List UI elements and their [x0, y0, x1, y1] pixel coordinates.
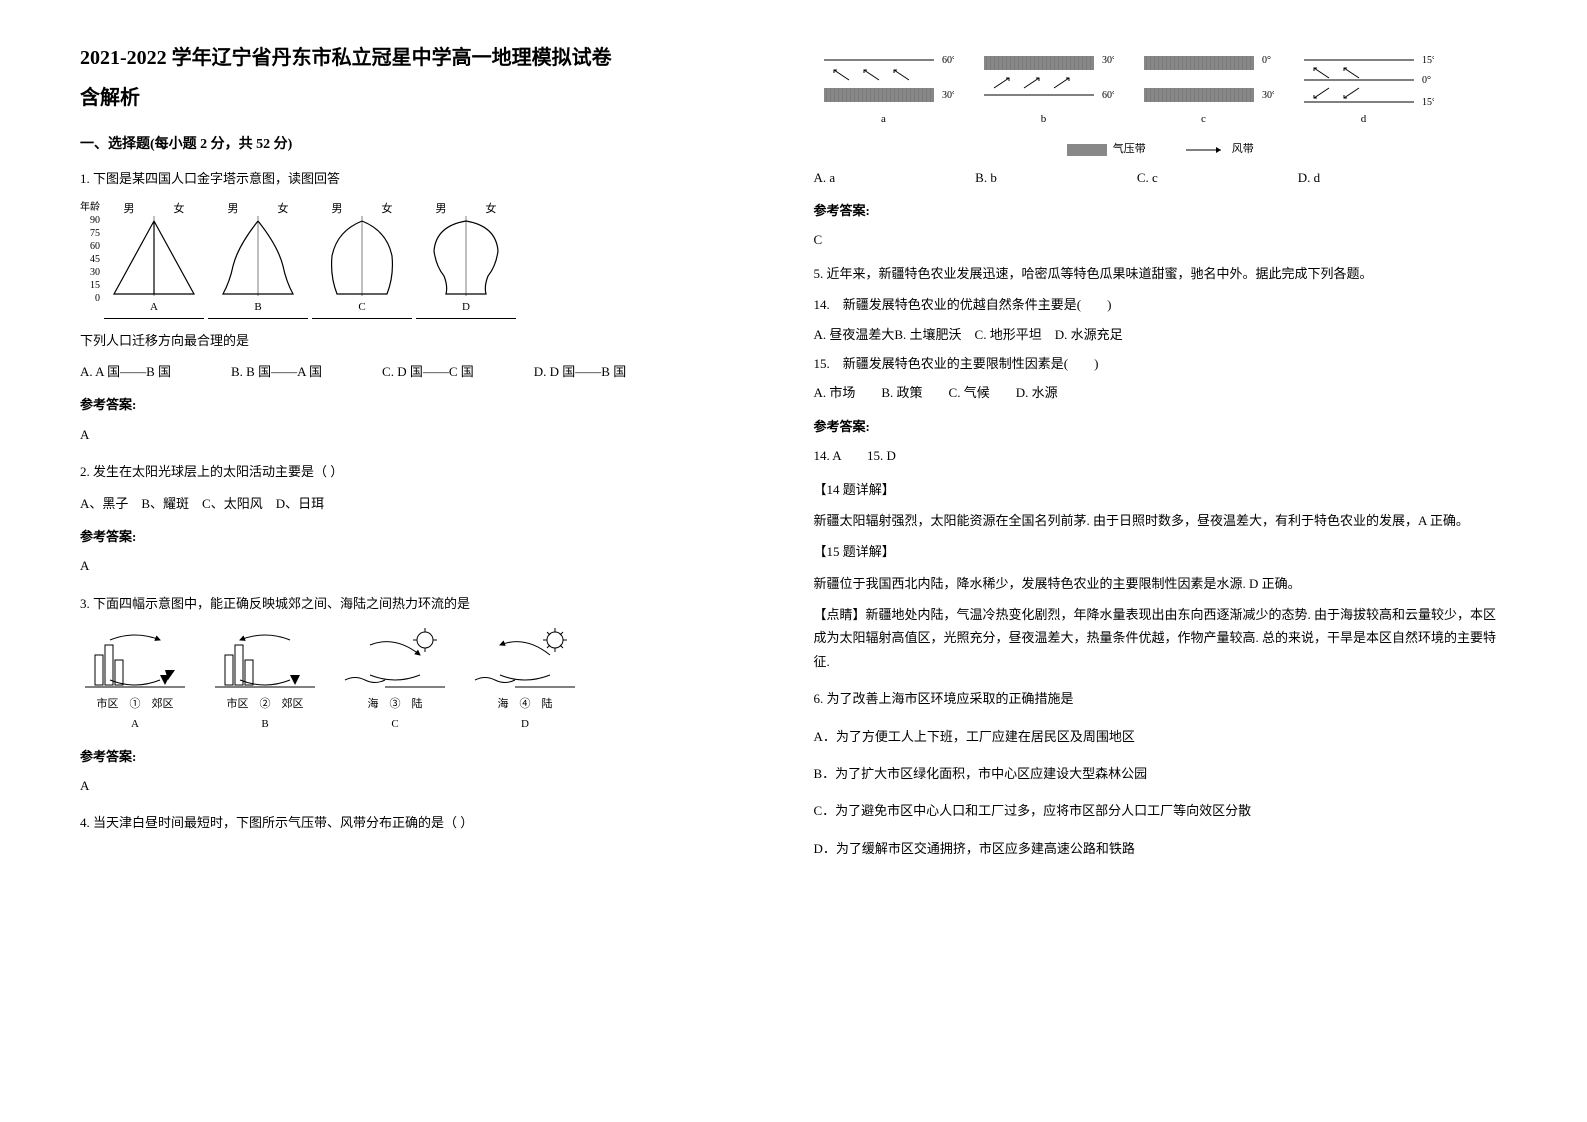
svg-text:15°: 15°	[1422, 97, 1434, 108]
q2-answer-label: 参考答案:	[80, 525, 774, 548]
q4-options: A. a B. b C. c D. d	[814, 166, 1508, 189]
pyramid-a: 男 女 A	[104, 216, 204, 319]
q15-options: A. 市场 B. 政策 C. 气候 D. 水源	[814, 381, 1508, 404]
q1-answer: A	[80, 423, 774, 446]
pyramid-b: 男 女 B	[208, 216, 308, 319]
section1-title: 一、选择题(每小题 2 分，共 52 分)	[80, 132, 774, 157]
pyramid-b-svg	[208, 216, 308, 296]
title-line2: 含解析	[80, 80, 774, 116]
svg-text:15°: 15°	[1422, 55, 1434, 66]
pressure-c: 0° 30° c	[1134, 50, 1274, 130]
legend-pressure: 气压带	[1067, 140, 1146, 160]
thermal-4: 海 ④ 陆 D	[470, 625, 580, 735]
axis-label: 年龄	[80, 201, 100, 214]
pyramid-d-svg	[416, 216, 516, 296]
q5-answer-label: 参考答案:	[814, 415, 1508, 438]
title-line1: 2021-2022 学年辽宁省丹东市私立冠星中学高一地理模拟试卷	[80, 40, 774, 76]
q4-text: 4. 当天津白昼时间最短时，下图所示气压带、风带分布正确的是（ ）	[80, 811, 774, 834]
thermal-2: 市区 ② 郊区 B	[210, 625, 320, 735]
q4-answer-label: 参考答案:	[814, 199, 1508, 222]
question-5: 5. 近年来，新疆特色农业发展迅速，哈密瓜等特色瓜果味道甜蜜，驰名中外。据此完成…	[814, 262, 1508, 673]
q6-text: 6. 为了改善上海市区环境应采取的正确措施是	[814, 687, 1508, 710]
pyramid-a-svg	[104, 216, 204, 296]
pyramid-c: 男 女 C	[312, 216, 412, 319]
pyramid-d: 男 女 D	[416, 216, 516, 319]
expl14-title: 【14 题详解】	[814, 478, 1508, 501]
svg-text:0°: 0°	[1262, 55, 1271, 66]
q1-subtext: 下列人口迁移方向最合理的是	[80, 329, 774, 352]
q14-options: A. 昼夜温差大B. 土壤肥沃 C. 地形平坦 D. 水源充足	[814, 323, 1508, 346]
question-1: 1. 下图是某四国人口金字塔示意图，读图回答 年龄 90 75 60 45 30…	[80, 167, 774, 446]
svg-text:30°: 30°	[942, 90, 954, 101]
q14-text: 14. 新疆发展特色农业的优越自然条件主要是( )	[814, 293, 1508, 316]
svg-text:0°: 0°	[1422, 75, 1431, 86]
q4-legend: 气压带 风带	[814, 140, 1508, 160]
svg-text:30°: 30°	[1102, 55, 1114, 66]
pressure-d: 15° 0° 15° d	[1294, 50, 1434, 130]
pyramid-c-svg	[312, 216, 412, 296]
expl15-text: 新疆位于我国西北内陆，降水稀少，发展特色农业的主要限制性因素是水源. D 正确。	[814, 572, 1508, 595]
q3-text: 3. 下面四幅示意图中，能正确反映城郊之间、海陆之间热力环流的是	[80, 592, 774, 615]
q4-figure: 60° 30° a 30° 60° b 0°	[814, 50, 1508, 130]
q2-text: 2. 发生在太阳光球层上的太阳活动主要是（ ）	[80, 460, 774, 483]
q5-answers: 14. A 15. D	[814, 444, 1508, 467]
svg-text:30°: 30°	[1262, 90, 1274, 101]
legend-wind: 风带	[1186, 140, 1254, 160]
question-4: 4. 当天津白昼时间最短时，下图所示气压带、风带分布正确的是（ ）	[80, 811, 774, 834]
svg-text:60°: 60°	[1102, 90, 1114, 101]
q4-answer: C	[814, 228, 1508, 251]
q2-answer: A	[80, 554, 774, 577]
q6-option-b: B．为了扩大市区绿化面积，市中心区应建设大型森林公园	[814, 762, 1508, 785]
q6-option-c: C．为了避免市区中心人口和工厂过多，应将市区部分人口工厂等向效区分散	[814, 799, 1508, 822]
q1-figure: 年龄 90 75 60 45 30 15 0 男 女 A	[80, 201, 774, 319]
q6-option-a: A．为了方便工人上下班，工厂应建在居民区及周围地区	[814, 725, 1508, 748]
q1-text: 1. 下图是某四国人口金字塔示意图，读图回答	[80, 167, 774, 190]
right-column: 60° 30° a 30° 60° b 0°	[794, 40, 1528, 874]
q15-text: 15. 新疆发展特色农业的主要限制性因素是( )	[814, 352, 1508, 375]
q5-intro: 5. 近年来，新疆特色农业发展迅速，哈密瓜等特色瓜果味道甜蜜，驰名中外。据此完成…	[814, 262, 1508, 285]
svg-text:60°: 60°	[942, 55, 954, 66]
pressure-a: 60° 30° a	[814, 50, 954, 130]
expl14-text: 新疆太阳辐射强烈，太阳能资源在全国名列前茅. 由于日照时数多，昼夜温差大，有利于…	[814, 509, 1508, 532]
q2-options: A、黑子 B、耀斑 C、太阳风 D、日珥	[80, 492, 774, 515]
q3-figure: 市区 ① 郊区 A 市区 ② 郊区 B	[80, 625, 774, 735]
question-3: 3. 下面四幅示意图中，能正确反映城郊之间、海陆之间热力环流的是 市区 ① 郊区…	[80, 592, 774, 798]
q3-answer: A	[80, 774, 774, 797]
point: 【点睛】新疆地处内陆，气温冷热变化剧烈，年降水量表现出由东向西逐渐减少的态势. …	[814, 603, 1508, 673]
q1-answer-label: 参考答案:	[80, 393, 774, 416]
question-2: 2. 发生在太阳光球层上的太阳活动主要是（ ） A、黑子 B、耀斑 C、太阳风 …	[80, 460, 774, 578]
question-6: 6. 为了改善上海市区环境应采取的正确措施是 A．为了方便工人上下班，工厂应建在…	[814, 687, 1508, 860]
q6-option-d: D．为了缓解市区交通拥挤，市区应多建高速公路和铁路	[814, 837, 1508, 860]
pyramid-axis: 年龄 90 75 60 45 30 15 0	[80, 201, 100, 319]
left-column: 2021-2022 学年辽宁省丹东市私立冠星中学高一地理模拟试卷 含解析 一、选…	[60, 40, 794, 874]
thermal-3: 海 ③ 陆 C	[340, 625, 450, 735]
q1-options: A. A 国——B 国 B. B 国——A 国 C. D 国——C 国 D. D…	[80, 360, 774, 383]
thermal-1: 市区 ① 郊区 A	[80, 625, 190, 735]
pressure-b: 30° 60° b	[974, 50, 1114, 130]
q3-answer-label: 参考答案:	[80, 745, 774, 768]
expl15-title: 【15 题详解】	[814, 540, 1508, 563]
